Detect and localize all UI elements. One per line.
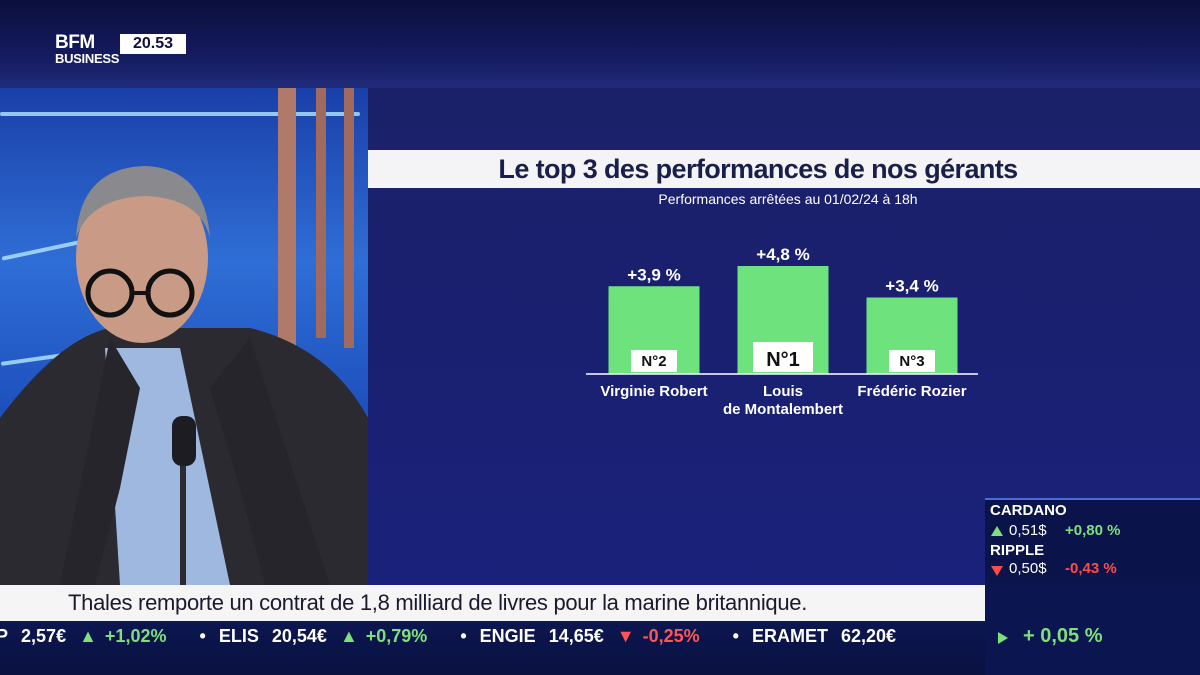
logo-business: BUSINESS: [55, 51, 120, 66]
rank-badge: [889, 350, 935, 372]
studio-pillar: [344, 88, 354, 348]
rank-label: N°2: [641, 353, 666, 370]
studio-light-beam: [0, 112, 360, 116]
ticker-right-panel: + 0,05 %: [985, 585, 1200, 675]
crypto-price: 0,51$: [1009, 522, 1047, 539]
crypto-price: 0,50$: [1009, 560, 1047, 577]
ticker-right-change: + 0,05 %: [1023, 625, 1103, 647]
crypto-name: RIPPLE: [990, 542, 1045, 559]
crypto-change: -0,43 %: [1065, 560, 1117, 577]
studio-pillar: [316, 88, 326, 338]
rank-label: N°3: [899, 353, 924, 370]
crypto-name: CARDANO: [990, 502, 1067, 519]
ticker-item: P 2,57€ ▲ +1,02%: [0, 626, 167, 646]
bar-value-label: +3,9 %: [627, 265, 680, 284]
category-label: Frédéric Rozier: [857, 383, 966, 400]
presenter: [0, 166, 368, 585]
up-arrow-icon: [991, 526, 1003, 536]
category-label: Louis: [763, 383, 803, 400]
rank-label: N°1: [766, 349, 800, 371]
rank-badge: [631, 350, 677, 372]
up-arrow-icon: [998, 632, 1008, 644]
crypto-box: CARDANO 0,51$ +0,80 % RIPPLE 0,50$ -0,43…: [985, 498, 1200, 586]
headline-band: Thales remporte un contrat de 1,8 millia…: [0, 585, 985, 621]
down-arrow-icon: [991, 566, 1003, 576]
crypto-change: +0,80 %: [1065, 522, 1121, 539]
ticker-item: ERAMET 62,20€: [752, 626, 897, 646]
category-label: de Montalembert: [723, 401, 843, 418]
studio-pillar: [278, 88, 296, 348]
bar-value-label: +4,8 %: [756, 245, 809, 264]
chart-panel: Le top 3 des performances de nos gérants…: [368, 88, 1200, 585]
headline-text: Thales remporte un contrat de 1,8 millia…: [68, 590, 808, 615]
studio-camera-view: [0, 88, 368, 585]
top-band: BFM BUSINESS 20.53: [0, 0, 1200, 88]
ticker-row: P 2,57€ ▲ +1,02% • ELIS 20,54€ ▲ +0,79% • …: [0, 621, 912, 651]
bar-chart: +3,9 % N°2 Virginie Robert +4,8 % N°1 Louisde…: [586, 245, 978, 418]
chart-subtitle: Performances arrêtées au 01/02/24 à 18h: [658, 191, 918, 207]
stock-ticker: P 2,57€ ▲ +1,02% • ELIS 20,54€ ▲ +0,79% • …: [0, 621, 985, 675]
category-label: Virginie Robert: [600, 383, 707, 400]
clock: 20.53: [120, 34, 186, 54]
bar-value-label: +3,4 %: [885, 277, 938, 296]
ticker-item: ELIS 20,54€ ▲ +0,79%: [218, 626, 428, 646]
title-bar: [368, 150, 1200, 188]
bfm-business-logo: BFM BUSINESS: [55, 33, 119, 66]
ticker-item: ENGIE 14,65€ ▼ -0,25%: [479, 626, 700, 646]
logo-bfm: BFM: [55, 32, 95, 53]
chart-title: Le top 3 des performances de nos gérants: [498, 154, 1018, 184]
rank-badge: [753, 342, 813, 372]
